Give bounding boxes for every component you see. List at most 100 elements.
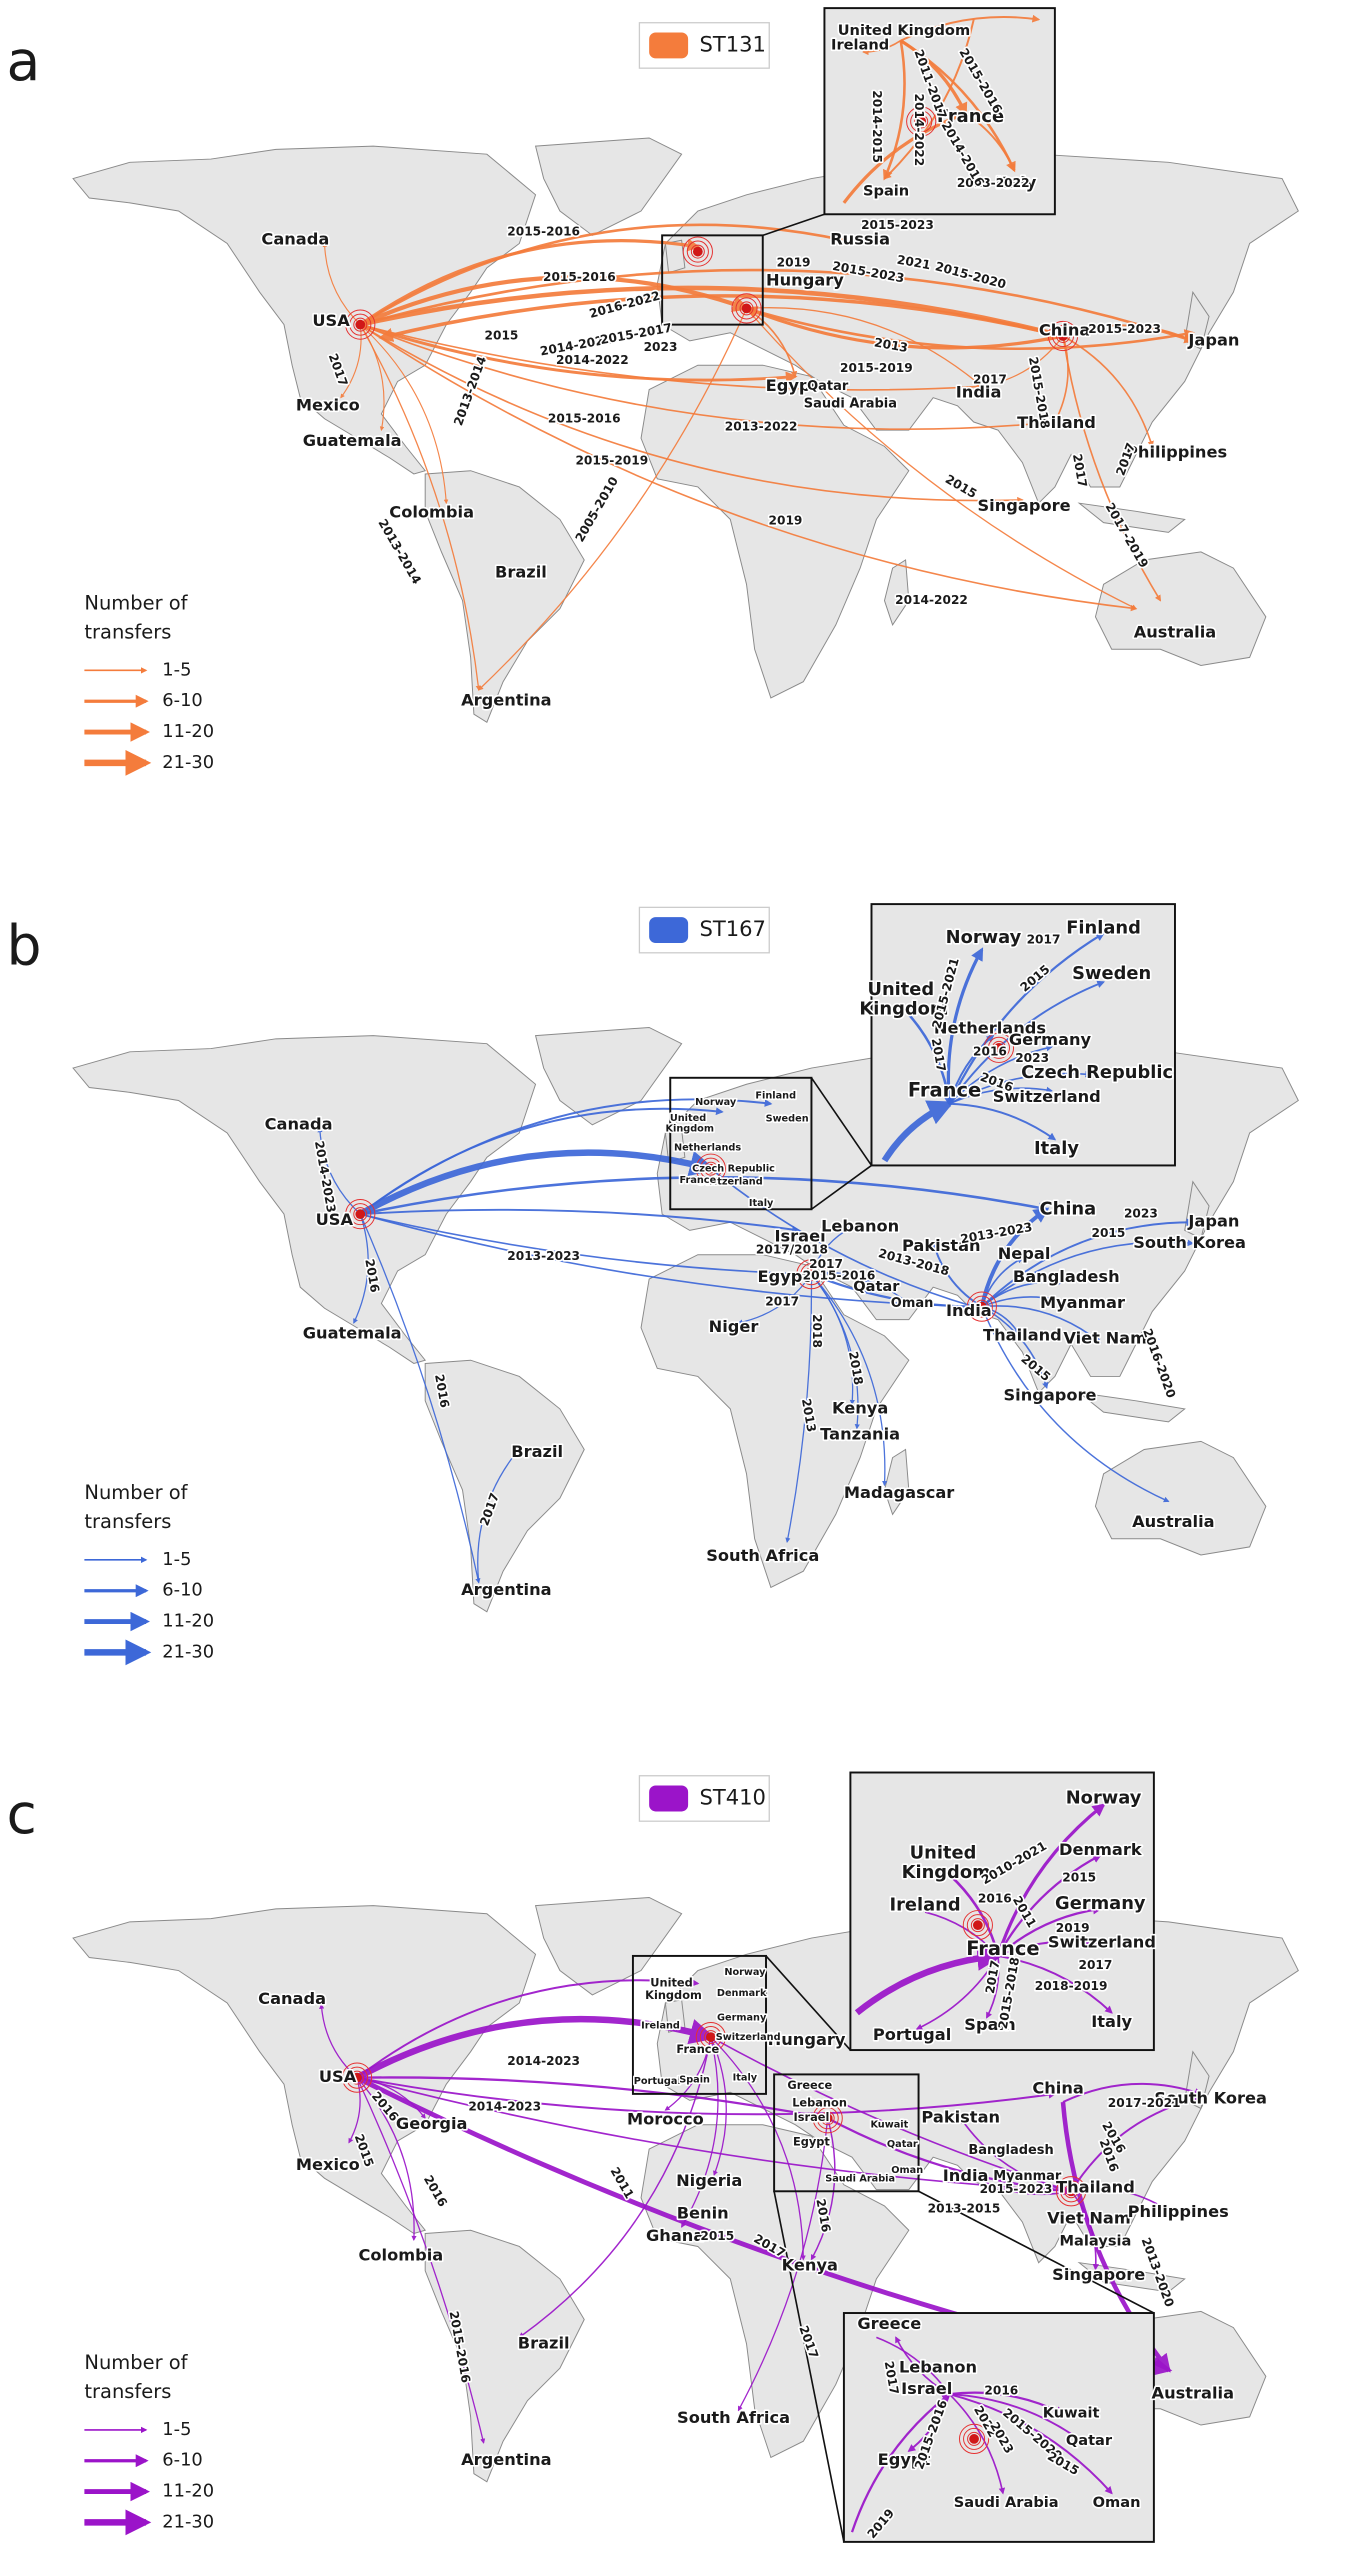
hub-ring: [910, 110, 933, 133]
country-label: Italy: [733, 2073, 758, 2084]
country-label: Guatemala: [303, 1324, 402, 1343]
hub: [352, 2072, 362, 2083]
inset-frame: [669, 1076, 813, 1211]
year-label: 2016: [984, 2383, 1018, 2397]
country-label: Australia: [1152, 2384, 1235, 2403]
transfer-arrow: [1062, 335, 1162, 602]
transfer-arrow: [895, 2336, 950, 2395]
year-label: 2017-2021: [1108, 2096, 1181, 2110]
legend-title: transfers: [84, 621, 171, 644]
transfer-arrow: [827, 2117, 1073, 2196]
country-label: South Korea: [1154, 2088, 1267, 2107]
label-line: United: [670, 1113, 710, 1124]
country-label: France: [966, 1937, 1039, 1960]
inset-connector: [810, 1164, 872, 1210]
year-label: 2014-2022: [895, 593, 968, 607]
year-label: 2014-2022: [556, 353, 629, 367]
transfer-arrow: [681, 2036, 719, 2228]
country-label: United Kingdom: [665, 1113, 713, 1135]
country-label: Kuwait: [1043, 2405, 1100, 2422]
hub: [355, 319, 366, 330]
year-label: 2017/2018: [756, 1242, 828, 1256]
inset-connector: [773, 2191, 845, 2543]
country-label: Ireland: [641, 2021, 680, 2032]
country-label: Norway: [1066, 1787, 1142, 1808]
hub: [806, 1269, 817, 1280]
label-line: Kingdom: [645, 1988, 702, 2002]
year-label: 2014-2023: [468, 2099, 541, 2113]
transfer-arrow: [319, 2003, 358, 2079]
label-line: United: [867, 979, 940, 1000]
country-label: Australia: [1132, 1512, 1215, 1531]
country-label: Lebanon: [899, 2358, 977, 2377]
hub: [1058, 331, 1068, 341]
hub-ring: [695, 1153, 726, 1184]
transfer-arrow: [900, 14, 1041, 42]
transfer-arrow: [981, 1239, 1195, 1308]
country-label: Lebanon: [821, 1217, 899, 1236]
country-label: Kenya: [832, 1398, 888, 1417]
country-label: South Korea: [1133, 1233, 1246, 1252]
transfer-arrow: [478, 308, 748, 691]
year-label: 2015-2023: [1088, 322, 1161, 336]
country-label: United Kingdom: [902, 1843, 991, 1884]
transfer-arrow: [359, 223, 846, 326]
year-label: 2014-2023: [507, 2054, 580, 2068]
legend-label: 1-5: [162, 2419, 191, 2440]
transfer-arrow: [1054, 335, 1069, 424]
country-label: USA: [316, 1210, 354, 1229]
transfer-arrow: [1070, 2094, 1203, 2192]
country-label: Spain: [964, 2015, 1015, 2034]
legend-label: 1-5: [162, 659, 191, 680]
transfer-arrow: [907, 1013, 954, 1106]
transfer-arrow: [997, 1939, 1099, 1957]
transfer-arrow: [359, 275, 750, 327]
country-label: Spain: [679, 2074, 710, 2085]
hub-ring: [1051, 324, 1075, 348]
transfer-arrow: [360, 1176, 1049, 1216]
hub: [969, 2434, 979, 2444]
transfer-arrow: [358, 1149, 716, 1217]
transfer-arrow: [985, 1955, 1000, 2019]
transfer-arrow: [946, 947, 984, 1104]
label-line: Kingdom: [902, 1862, 991, 1883]
legend-title: Number of: [84, 2351, 188, 2374]
transfer-arrow: [876, 2336, 951, 2396]
country-label: Switzerland: [1048, 1932, 1156, 1951]
hub: [972, 1920, 983, 1931]
hub-ring: [962, 1910, 993, 1941]
transfer-arrow: [746, 307, 1195, 350]
transfer-arrow: [710, 1168, 975, 1309]
transfer-arrow: [359, 1107, 724, 1215]
transfer-arrow: [854, 1944, 1004, 2016]
hub-ring: [974, 1299, 989, 1314]
country-label: Norway: [724, 1967, 766, 1978]
country-label: Bangladesh: [1013, 1267, 1120, 1286]
year-label: 2016-2022: [588, 288, 662, 320]
transfer-arrow: [746, 307, 798, 378]
legend-label: 6-10: [162, 2450, 202, 2471]
hub: [1066, 2186, 1076, 2197]
country-label: Georgia: [396, 2114, 468, 2133]
country-label: Thailand: [1017, 413, 1096, 432]
lineage-label: ST131: [699, 31, 765, 56]
country-label: Kenya: [782, 2255, 838, 2274]
country-label: Egypt: [766, 376, 819, 395]
transfer-arrow: [810, 1273, 888, 1487]
hub-ring: [963, 2427, 986, 2450]
country-label: Finland: [755, 1091, 796, 1102]
country-label: India: [943, 2166, 989, 2185]
country-label: Israel: [774, 1226, 825, 1245]
country-label: Switzerland: [698, 1177, 763, 1188]
transfer-arrow: [359, 285, 1067, 342]
year-label: 2017: [1027, 932, 1061, 946]
transfer-arrow: [842, 110, 969, 204]
hub-ring: [796, 1259, 827, 1290]
transfer-arrow: [981, 1306, 1170, 1503]
country-label: Morocco: [627, 2109, 704, 2128]
transfer-arrow: [810, 1273, 860, 1430]
country-label: Colombia: [358, 2246, 443, 2265]
transfer-arrow: [996, 1803, 1106, 1957]
inset-frame: [773, 2073, 920, 2193]
country-label: Sweden: [766, 1113, 809, 1124]
